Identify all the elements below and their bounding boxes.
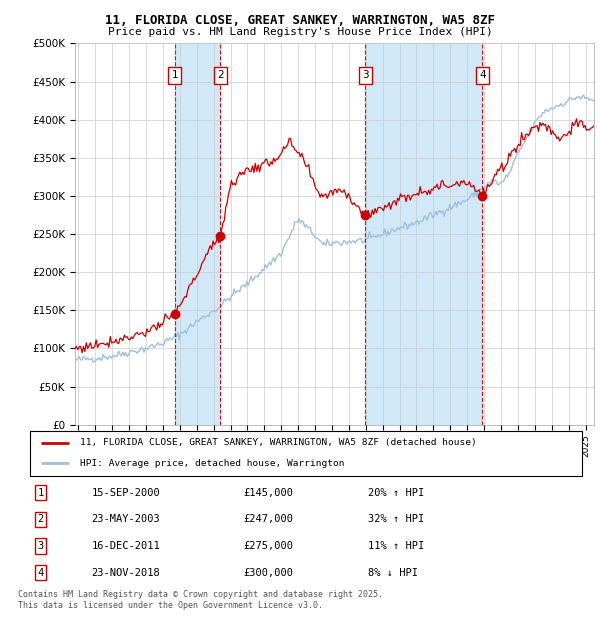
Text: £247,000: £247,000 — [244, 514, 293, 525]
Text: 8% ↓ HPI: 8% ↓ HPI — [368, 567, 418, 578]
Bar — [175, 43, 220, 425]
Text: 11, FLORIDA CLOSE, GREAT SANKEY, WARRINGTON, WA5 8ZF: 11, FLORIDA CLOSE, GREAT SANKEY, WARRING… — [105, 14, 495, 27]
Text: 1: 1 — [37, 487, 44, 498]
Text: Price paid vs. HM Land Registry's House Price Index (HPI): Price paid vs. HM Land Registry's House … — [107, 27, 493, 37]
Text: 20% ↑ HPI: 20% ↑ HPI — [368, 487, 424, 498]
Text: 2: 2 — [217, 71, 224, 81]
Text: 3: 3 — [37, 541, 44, 551]
Text: Contains HM Land Registry data © Crown copyright and database right 2025.
This d: Contains HM Land Registry data © Crown c… — [18, 590, 383, 609]
Text: 11% ↑ HPI: 11% ↑ HPI — [368, 541, 424, 551]
Text: 23-NOV-2018: 23-NOV-2018 — [91, 567, 160, 578]
Text: 2: 2 — [37, 514, 44, 525]
Text: 32% ↑ HPI: 32% ↑ HPI — [368, 514, 424, 525]
Bar — [365, 43, 482, 425]
Text: 4: 4 — [37, 567, 44, 578]
Text: 4: 4 — [479, 71, 486, 81]
Text: £145,000: £145,000 — [244, 487, 293, 498]
Text: 23-MAY-2003: 23-MAY-2003 — [91, 514, 160, 525]
Text: HPI: Average price, detached house, Warrington: HPI: Average price, detached house, Warr… — [80, 459, 344, 468]
Text: 1: 1 — [172, 71, 178, 81]
Text: 15-SEP-2000: 15-SEP-2000 — [91, 487, 160, 498]
Text: 16-DEC-2011: 16-DEC-2011 — [91, 541, 160, 551]
Text: 3: 3 — [362, 71, 368, 81]
Text: £300,000: £300,000 — [244, 567, 293, 578]
Text: £275,000: £275,000 — [244, 541, 293, 551]
Text: 11, FLORIDA CLOSE, GREAT SANKEY, WARRINGTON, WA5 8ZF (detached house): 11, FLORIDA CLOSE, GREAT SANKEY, WARRING… — [80, 438, 476, 448]
